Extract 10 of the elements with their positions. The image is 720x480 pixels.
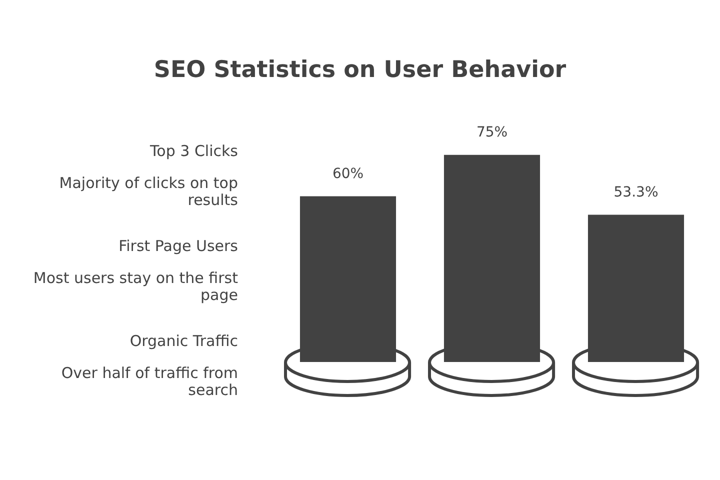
text: Top 3 Clicks <box>149 142 238 160</box>
text: Organic Traffic <box>128 332 238 350</box>
text: Over half of traffic from search <box>60 364 238 399</box>
data-label: 60% <box>332 166 364 182</box>
data-label: 53.3% <box>614 184 658 200</box>
text: Majority of clicks on top results <box>58 174 238 209</box>
data-label: 75% <box>476 124 508 140</box>
chart-title: SEO Statistics on User Behavior <box>152 56 568 85</box>
text: Most users stay on the first page <box>32 269 238 304</box>
text: First Page Users <box>118 237 238 255</box>
